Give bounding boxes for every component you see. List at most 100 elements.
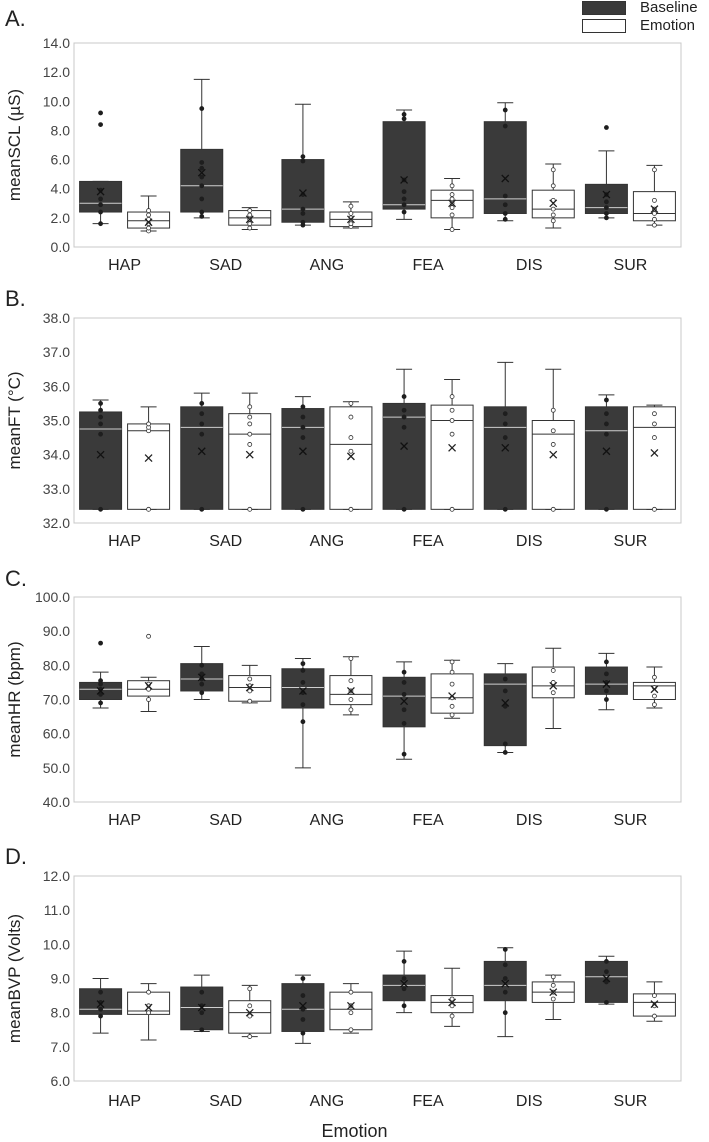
data-point	[604, 659, 609, 665]
data-point	[401, 196, 407, 202]
data-point	[604, 1000, 609, 1005]
data-point	[199, 989, 205, 995]
box-emotion-hap	[127, 633, 171, 712]
data-point	[247, 404, 253, 410]
mean-marker	[602, 447, 611, 456]
box-emotion-dis	[531, 647, 575, 730]
y-tick-label: 2.0	[51, 210, 71, 226]
mean-marker	[400, 979, 409, 988]
mean-marker	[448, 998, 457, 1007]
data-point	[300, 424, 306, 430]
category-label: ANG	[310, 533, 345, 550]
mean-marker	[144, 218, 153, 227]
mean-marker	[602, 190, 611, 199]
box-emotion-fea	[430, 967, 474, 1027]
data-point	[502, 421, 508, 427]
category-label: FEA	[413, 257, 444, 274]
y-tick-label: 50.0	[43, 760, 70, 776]
box-iqr	[632, 191, 676, 222]
box-baseline-fea	[382, 368, 426, 512]
data-point	[348, 1027, 354, 1033]
box-emotion-sad	[228, 207, 272, 231]
data-point	[449, 212, 455, 218]
data-point	[604, 979, 609, 985]
data-point	[348, 989, 354, 995]
y-tick-label: 12.0	[43, 868, 70, 884]
data-point	[449, 183, 455, 189]
data-point	[652, 421, 657, 427]
data-point	[652, 1013, 657, 1019]
box-iqr	[382, 121, 426, 210]
box-baseline-ang	[281, 103, 325, 228]
data-point	[449, 418, 455, 423]
y-tick-label: 34.0	[43, 447, 70, 463]
data-point	[401, 721, 407, 726]
mean-marker	[245, 683, 254, 692]
panel-d: D. 6.0 7.0 8.0 9.0 10.0 11.0 12.0 meanBVP (Volts…	[5, 844, 682, 1110]
y-tick-label: 40.0	[43, 794, 70, 810]
box-emotion-ang	[329, 401, 373, 512]
mean-marker	[650, 1000, 659, 1009]
y-tick-label: 12.0	[43, 64, 70, 80]
data-point	[300, 976, 306, 981]
mean-marker	[96, 1000, 105, 1009]
data-point	[652, 693, 657, 699]
data-point	[604, 211, 609, 216]
category-label: SUR	[614, 1093, 648, 1110]
data-point	[98, 700, 103, 706]
data-point	[300, 219, 306, 225]
category-label: SAD	[209, 533, 242, 550]
y-tick-label: 35.0	[43, 413, 70, 429]
box-baseline-sur	[584, 394, 628, 512]
box-iqr	[483, 673, 527, 747]
data-point	[348, 678, 354, 684]
category-label: SAD	[209, 257, 242, 274]
data-point	[604, 506, 609, 512]
data-point	[604, 125, 609, 130]
data-point	[300, 719, 306, 725]
data-point	[401, 116, 407, 122]
data-point	[449, 996, 455, 1002]
data-point	[247, 506, 253, 512]
data-point	[401, 189, 407, 195]
data-point	[502, 703, 508, 709]
data-point	[98, 202, 103, 208]
data-point	[98, 640, 103, 646]
data-point	[604, 969, 609, 975]
box-emotion-sad	[228, 664, 272, 704]
y-tick-label: 9.0	[51, 971, 71, 987]
y-tick-label: 36.0	[43, 378, 70, 394]
data-point	[199, 106, 205, 111]
category-label: HAP	[108, 533, 141, 550]
data-point	[550, 167, 556, 173]
panel-label: A.	[5, 6, 26, 31]
data-point	[604, 688, 609, 694]
data-point	[502, 506, 508, 512]
data-point	[146, 686, 151, 692]
mean-marker	[144, 1003, 153, 1012]
mean-marker	[346, 1001, 355, 1010]
data-point	[199, 165, 205, 171]
data-point	[449, 227, 455, 232]
box-baseline-dis	[483, 361, 527, 512]
y-tick-label: 6.0	[51, 152, 71, 168]
data-point	[449, 394, 455, 399]
data-point	[502, 211, 508, 216]
data-point	[98, 1006, 103, 1012]
y-tick-label: 60.0	[43, 726, 70, 742]
data-point	[146, 633, 151, 639]
category-label: HAP	[108, 812, 141, 829]
y-axis-label: meanSCL (µS)	[5, 89, 24, 201]
data-point	[199, 421, 205, 427]
box-iqr	[127, 423, 171, 510]
mean-marker	[650, 685, 659, 694]
mean-marker	[346, 215, 355, 224]
mean-marker	[197, 1003, 206, 1012]
data-point	[199, 160, 205, 165]
plot-frame	[73, 875, 682, 1082]
mean-marker	[197, 168, 206, 177]
mean-marker	[549, 199, 558, 208]
mean-marker	[400, 697, 409, 706]
data-point	[300, 154, 306, 160]
panel-label: D.	[5, 844, 27, 869]
